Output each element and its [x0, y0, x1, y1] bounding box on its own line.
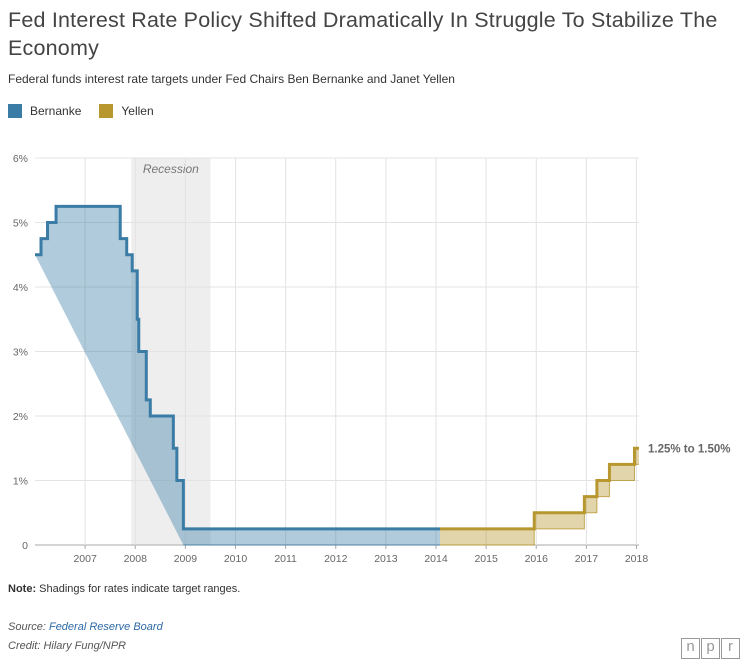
range-floor-line-yellen	[440, 463, 639, 546]
chart-title: Fed Interest Rate Policy Shifted Dramati…	[8, 8, 718, 60]
y-tick-label: 0	[22, 540, 28, 552]
x-tick-label: 2009	[174, 553, 198, 565]
chart-subtitle: Federal funds interest rate targets unde…	[8, 72, 455, 86]
x-tick-label: 2015	[474, 553, 498, 565]
x-tick-label: 2010	[224, 553, 248, 565]
series-line-yellen	[440, 446, 639, 531]
x-tick-label: 2018	[625, 553, 649, 565]
npr-logo: n p r	[680, 638, 740, 659]
y-tick-label: 6%	[13, 153, 28, 165]
legend-item-yellen: Yellen	[99, 104, 154, 118]
x-tick-label: 2011	[274, 553, 297, 565]
x-tick-label: 2012	[324, 553, 348, 565]
note-label: Note:	[8, 583, 37, 595]
y-tick-label: 4%	[13, 282, 28, 294]
logo-letter-r: r	[721, 638, 740, 659]
y-tick-label: 5%	[13, 218, 28, 230]
source-link[interactable]: Federal Reserve Board	[48, 621, 163, 633]
legend-label-bernanke: Bernanke	[30, 104, 82, 118]
chart-credit: Credit: Hilary Fung/NPR	[8, 640, 126, 652]
y-tick-label: 3%	[13, 347, 28, 359]
y-tick-label: 2%	[13, 411, 28, 423]
legend-item-bernanke: Bernanke	[8, 104, 81, 118]
chart-source: Source: Federal Reserve Board	[8, 621, 163, 633]
legend-swatch-yellen	[99, 104, 114, 118]
chart-note: Note: Shadings for rates indicate target…	[8, 583, 240, 595]
note-text: Shadings for rates indicate target range…	[36, 583, 241, 595]
source-label: Source:	[8, 621, 49, 633]
x-tick-label: 2008	[124, 553, 148, 565]
x-tick-label: 2007	[73, 553, 97, 565]
x-tick-label: 2016	[525, 553, 549, 565]
y-tick-label: 1%	[13, 476, 28, 488]
legend-swatch-bernanke	[8, 104, 22, 118]
recession-label: Recession	[143, 162, 199, 176]
target-range-band-bernanke	[35, 206, 441, 545]
legend: Bernanke Yellen	[8, 104, 172, 118]
logo-letter-n: n	[681, 638, 700, 659]
x-tick-label: 2017	[575, 553, 599, 565]
x-tick-label: 2013	[374, 553, 398, 565]
legend-label-yellen: Yellen	[121, 104, 154, 118]
series-line-bernanke	[35, 204, 441, 531]
x-tick-label: 2014	[424, 553, 448, 565]
logo-letter-p: p	[701, 638, 720, 659]
current-rate-annotation: 1.25% to 1.50%	[648, 443, 730, 455]
